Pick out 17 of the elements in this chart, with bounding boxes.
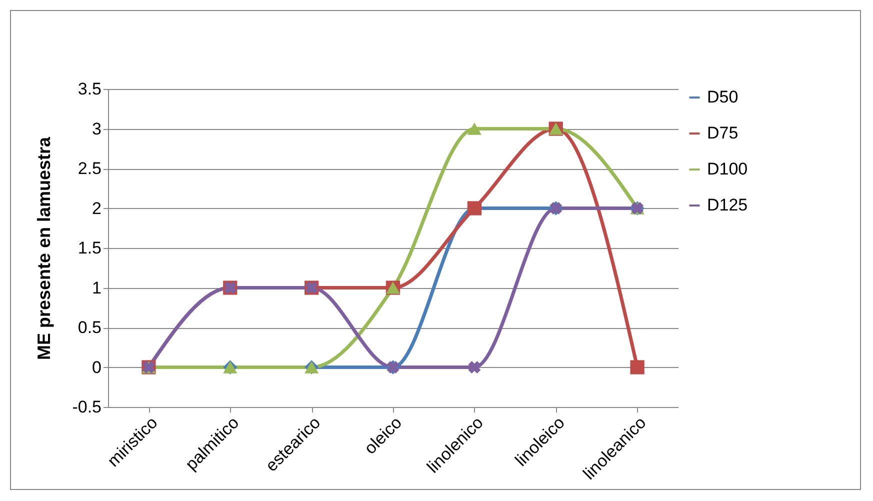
point bbox=[467, 122, 482, 135]
y-tick-label: 1.5 bbox=[78, 238, 102, 258]
point bbox=[630, 360, 644, 374]
y-tick-label: 0 bbox=[92, 358, 102, 377]
legend-label: D125 bbox=[707, 196, 748, 214]
y-axis-title: ME presente en lamuestra bbox=[34, 136, 54, 360]
legend-label: D75 bbox=[707, 124, 738, 142]
legend-label: D50 bbox=[707, 88, 738, 106]
y-tick-label: 3.5 bbox=[78, 80, 102, 98]
y-tick-label: 3 bbox=[92, 119, 102, 138]
y-tick-label: 2.5 bbox=[78, 159, 102, 178]
point bbox=[468, 360, 481, 374]
y-tick-label: 2 bbox=[92, 198, 102, 218]
y-tick-label: -0.5 bbox=[72, 398, 102, 416]
y-tick-label: 0.5 bbox=[78, 318, 102, 337]
legend-label: D100 bbox=[707, 160, 748, 178]
y-tick-label: 1 bbox=[92, 278, 102, 298]
